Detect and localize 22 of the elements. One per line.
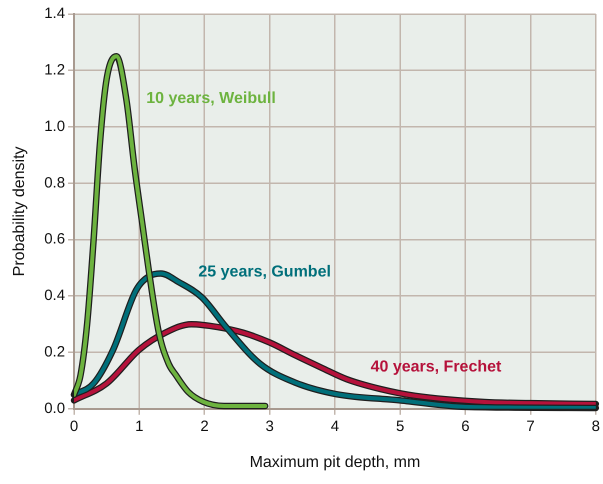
y-tick-label: 0.4 — [44, 287, 66, 304]
x-tick-label: 2 — [200, 418, 209, 435]
x-tick-label: 5 — [396, 418, 404, 435]
y-tick-label: 1.2 — [44, 62, 66, 79]
x-tick-label: 3 — [266, 418, 274, 435]
x-tick-label: 4 — [330, 418, 340, 435]
series-label: 40 years, Frechet — [370, 358, 502, 376]
y-tick-label: 0.8 — [44, 174, 66, 192]
y-tick-label: 0.2 — [44, 344, 66, 361]
y-tick-label: 0.6 — [44, 230, 66, 248]
x-tick-label: 0 — [70, 418, 78, 435]
y-tick-label: 1.0 — [44, 118, 66, 135]
y-axis-title: Probability density — [11, 146, 28, 276]
x-tick-label: 7 — [526, 418, 535, 435]
x-tick-label: 6 — [461, 418, 470, 435]
x-tick-label: 1 — [135, 418, 144, 435]
x-tick-label: 8 — [592, 418, 600, 435]
y-tick-label: 0.0 — [44, 400, 66, 417]
x-axis-title: Maximum pit depth, mm — [250, 454, 420, 471]
series-label: 25 years, Gumbel — [198, 263, 331, 280]
y-tick-label: 1.4 — [44, 5, 66, 22]
series-label: 10 years, Weibull — [146, 90, 276, 108]
